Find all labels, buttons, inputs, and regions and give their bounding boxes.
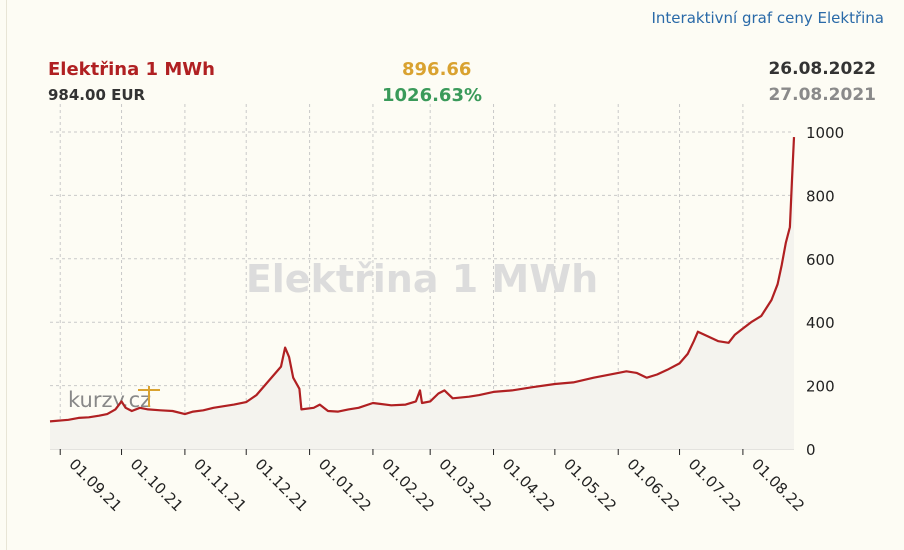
x-tick-label: 01.11.21 bbox=[190, 455, 250, 515]
y-tick-label: 0 bbox=[806, 441, 816, 459]
x-tick-label: 01.03.22 bbox=[435, 455, 495, 515]
y-tick-label: 400 bbox=[806, 314, 835, 332]
price-line bbox=[49, 137, 796, 423]
x-tick-label: 01.10.21 bbox=[127, 455, 187, 515]
x-tick-label: 01.09.21 bbox=[65, 455, 125, 515]
x-axis-ticks: 01.09.21 01.10.21 01.11.21 01.12.21 01.01.22… bbox=[59, 449, 808, 515]
instrument-price: 984.00 EUR bbox=[48, 86, 146, 104]
y-tick-label: 1000 bbox=[806, 124, 844, 142]
x-tick-label: 01.06.22 bbox=[623, 455, 683, 515]
y-axis-ticks: 0 200 400 600 800 1000 bbox=[806, 124, 844, 459]
y-tick-label: 600 bbox=[806, 251, 835, 269]
x-tick-label: 01.01.22 bbox=[315, 455, 375, 515]
interactive-chart-link[interactable]: Interaktivní graf ceny Elektřina bbox=[651, 9, 885, 27]
frame-line bbox=[6, 0, 7, 550]
instrument-name: Elektřina 1 MWh bbox=[48, 59, 215, 80]
date-start: 27.08.2021 bbox=[768, 85, 876, 105]
x-tick-label: 01.08.22 bbox=[748, 455, 808, 515]
change-percent: 1026.63% bbox=[382, 85, 483, 106]
logo-accent bbox=[138, 386, 160, 407]
date-end: 26.08.2022 bbox=[768, 59, 876, 79]
change-absolute: 896.66 bbox=[402, 59, 472, 80]
x-tick-label: 01.07.22 bbox=[685, 455, 745, 515]
x-tick-label: 01.02.22 bbox=[378, 455, 438, 515]
x-tick-label: 01.12.21 bbox=[251, 455, 311, 515]
price-area bbox=[50, 137, 794, 449]
chart-watermark: Elektřina 1 MWh bbox=[246, 257, 598, 301]
y-tick-label: 200 bbox=[806, 378, 835, 396]
y-tick-label: 800 bbox=[806, 187, 835, 205]
x-tick-label: 01.04.22 bbox=[499, 455, 559, 515]
x-tick-label: 01.05.22 bbox=[560, 455, 620, 515]
